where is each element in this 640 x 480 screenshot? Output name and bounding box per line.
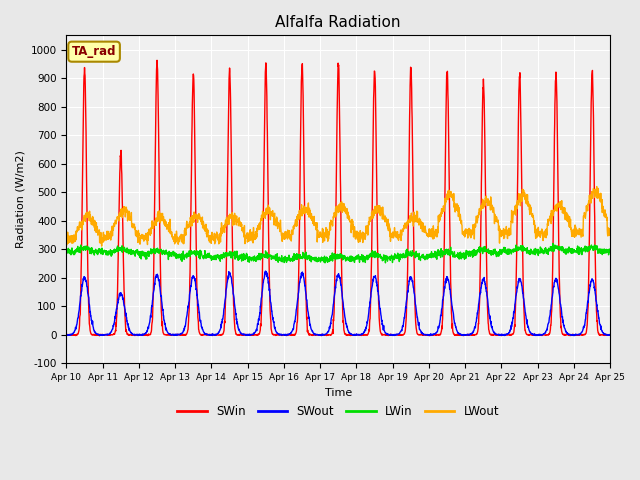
SWout	[497, 332, 504, 338]
SWout	[262, 268, 269, 274]
SWin	[355, 332, 362, 338]
Line: SWout: SWout	[67, 271, 610, 336]
SWout	[558, 314, 566, 320]
LWout	[98, 243, 106, 249]
LWout	[606, 231, 614, 237]
LWout	[366, 215, 374, 221]
LWout	[63, 234, 70, 240]
Title: Alfalfa Radiation: Alfalfa Radiation	[275, 15, 401, 30]
SWout	[366, 300, 374, 305]
SWin	[153, 58, 161, 63]
Legend: SWin, SWout, LWin, LWout: SWin, SWout, LWin, LWout	[173, 401, 504, 423]
LWin	[497, 251, 504, 257]
SWin	[63, 332, 70, 337]
LWout	[354, 229, 362, 235]
LWout	[214, 237, 222, 242]
LWout	[573, 228, 581, 233]
LWin	[573, 243, 581, 249]
LWin	[354, 255, 362, 261]
SWin	[214, 332, 222, 338]
LWin	[214, 253, 222, 259]
SWout	[573, 332, 581, 337]
LWin	[365, 254, 373, 260]
Line: LWin: LWin	[67, 243, 610, 263]
LWin	[63, 249, 70, 254]
SWout	[606, 332, 614, 338]
Line: SWin: SWin	[67, 60, 610, 336]
X-axis label: Time: Time	[324, 388, 352, 397]
SWin	[606, 332, 614, 338]
SWout	[214, 331, 222, 336]
SWin	[559, 331, 566, 336]
SWout	[354, 332, 362, 338]
Line: LWout: LWout	[67, 187, 610, 246]
LWout	[497, 231, 504, 237]
SWout	[63, 332, 70, 338]
SWin	[95, 333, 103, 339]
Text: TA_rad: TA_rad	[72, 45, 116, 58]
Y-axis label: Radiation (W/m2): Radiation (W/m2)	[15, 150, 25, 248]
LWout	[593, 184, 600, 190]
LWout	[558, 204, 566, 210]
LWin	[606, 247, 614, 253]
SWin	[497, 332, 504, 338]
LWin	[381, 260, 389, 266]
SWout	[570, 333, 578, 338]
LWin	[559, 247, 566, 253]
LWin	[549, 240, 557, 246]
SWin	[366, 316, 374, 322]
SWin	[573, 332, 581, 337]
